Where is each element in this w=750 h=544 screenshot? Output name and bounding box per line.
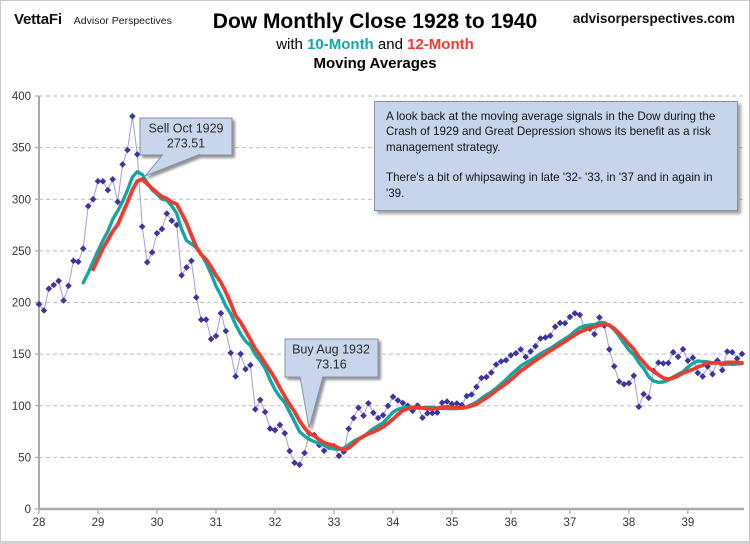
y-tick-label: 350 <box>12 143 31 155</box>
y-tick-label: 100 <box>12 401 31 413</box>
x-tick-label: 31 <box>210 517 223 529</box>
x-tick-label: 30 <box>151 517 164 529</box>
ma10-legend-label: 10-Month <box>307 36 374 53</box>
commentary-box: A look back at the moving average signal… <box>374 101 738 212</box>
x-tick-label: 35 <box>446 517 459 529</box>
brand-logo: VettaFi Advisor Perspectives <box>14 11 172 28</box>
buy-callout-line1: Buy Aug 1932 <box>292 343 370 357</box>
axis-labels: 0 50 100 150 200 250 300 350 400 28 29 30 31 32 33 34 35… <box>12 91 695 529</box>
site-url: advisorperspectives.com <box>572 11 735 26</box>
x-tick-label: 29 <box>92 517 105 529</box>
y-tick-label: 150 <box>12 349 31 361</box>
subtitle-and: and <box>377 36 403 53</box>
chart-subtitle: with 10-Month and 12-Month <box>1 36 749 53</box>
y-tick-label: 50 <box>18 452 31 464</box>
logo-subtext: Advisor Perspectives <box>73 15 172 27</box>
vettafi-logo: VettaFi <box>14 11 62 28</box>
y-tick-label: 200 <box>12 298 31 310</box>
commentary-paragraph-1: A look back at the moving average signal… <box>386 110 716 154</box>
x-tick-label: 34 <box>387 517 400 529</box>
chart-subtitle-line2: Moving Averages <box>313 55 437 72</box>
monthly-close-markers <box>35 113 746 469</box>
x-tick-label: 36 <box>505 517 518 529</box>
x-tick-label: 28 <box>33 517 46 529</box>
sell-signal-callout: Sell Oct 1929 273.51 <box>139 117 233 177</box>
x-tick-label: 32 <box>269 517 282 529</box>
x-tick-label: 39 <box>682 517 695 529</box>
buy-signal-callout: Buy Aug 1932 73.16 <box>284 338 379 429</box>
y-tick-label: 250 <box>12 246 31 258</box>
x-tick-label: 33 <box>328 517 341 529</box>
commentary-paragraph-2: There's a bit of whipsawing in late '32-… <box>386 171 713 200</box>
buy-callout-tail <box>299 376 324 429</box>
ma12-line <box>91 177 744 452</box>
y-tick-label: 300 <box>12 194 31 206</box>
sell-callout-line1: Sell Oct 1929 <box>148 122 223 136</box>
ma12-legend-label: 12-Month <box>407 36 474 53</box>
x-tick-label: 37 <box>564 517 577 529</box>
buy-callout-line2: 73.16 <box>315 358 346 372</box>
title-block: Dow Monthly Close 1928 to 1940 with 10-M… <box>1 10 749 72</box>
sell-callout-line2: 273.51 <box>167 137 205 151</box>
buy-callout-box <box>284 338 379 378</box>
subtitle-prefix: with <box>276 36 303 53</box>
sell-callout-tail <box>144 153 201 177</box>
x-tick-label: 38 <box>623 517 636 529</box>
y-tick-label: 0 <box>25 504 31 516</box>
page-title: Dow Monthly Close 1928 to 1940 <box>212 10 538 33</box>
y-tick-label: 400 <box>12 91 31 103</box>
sell-callout-box <box>139 117 233 156</box>
